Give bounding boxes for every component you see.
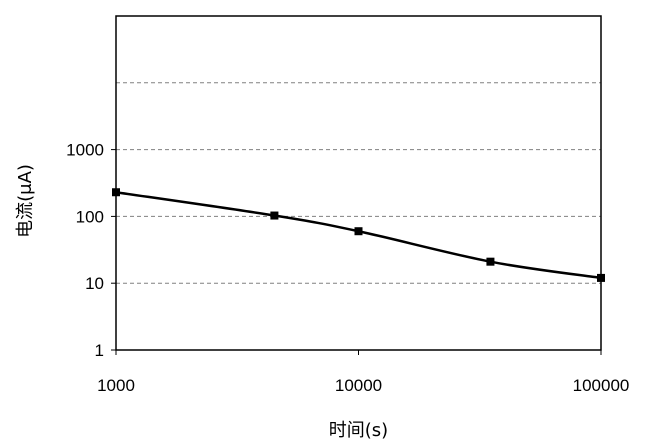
plot-area	[115, 15, 602, 351]
data-point	[270, 211, 279, 220]
gridlines	[116, 82, 601, 284]
data-point	[354, 227, 363, 236]
data-point	[486, 257, 495, 266]
y-tick-label: 100	[76, 207, 104, 226]
y-axis-title: 电流(μA)	[15, 164, 36, 238]
x-tick-label: 100000	[573, 376, 630, 395]
x-tick-label: 10000	[335, 376, 382, 395]
y-tick-label: 10	[85, 274, 104, 293]
y-axis-ticks: 1 10 100 1000	[66, 141, 116, 360]
data-point	[597, 273, 605, 282]
y-tick-label: 1000	[66, 141, 104, 160]
x-tick-label: 1000	[97, 376, 135, 395]
x-axis-title: 时间(s)	[329, 420, 388, 441]
data-point	[112, 188, 120, 197]
x-axis-ticks: 1000 10000 100000	[97, 350, 629, 395]
y-tick-label: 1	[95, 341, 104, 360]
series-group	[112, 188, 605, 282]
